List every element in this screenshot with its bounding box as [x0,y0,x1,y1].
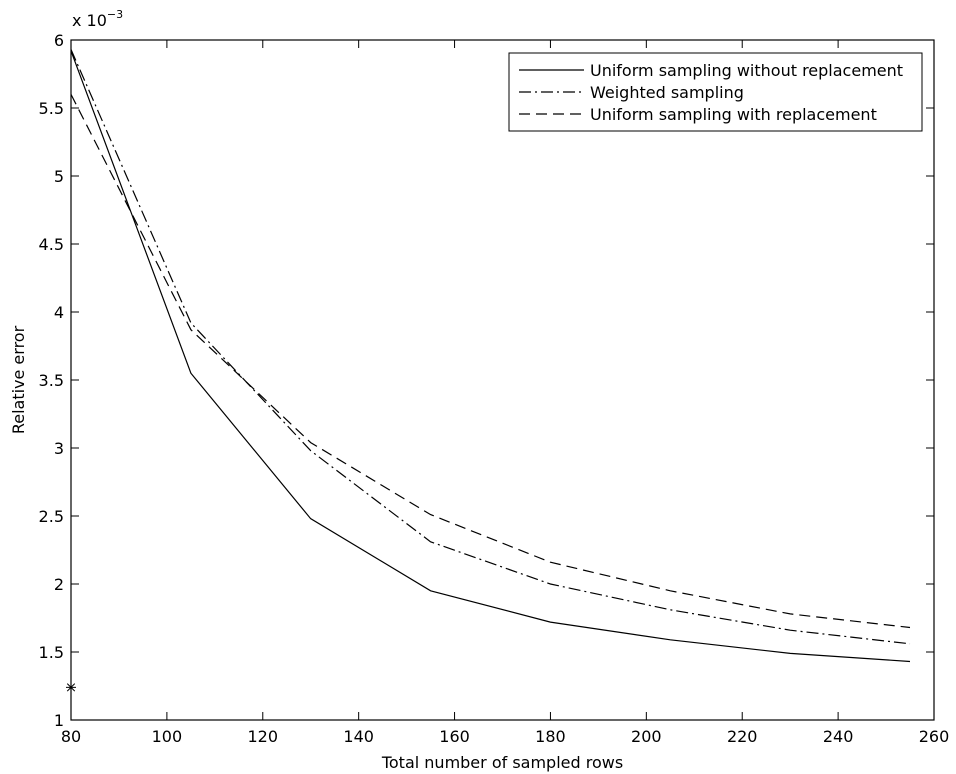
series-line-1 [70,50,911,663]
y-tick-label: 2.5 [39,507,64,526]
x-axis: 80 100 120 140 160 180 200 220 240 260 [61,40,949,746]
x-tick-label: 120 [248,727,279,746]
y-tick-label: 4.5 [39,235,64,254]
legend-items: Uniform sampling without replacement Weig… [519,61,903,124]
x-tick-label: 200 [631,727,662,746]
y-tick-label: 3.5 [39,371,64,390]
star-marker [66,682,76,693]
y-tick-label: 6 [54,31,64,50]
series-line-2 [70,49,911,645]
y-axis-scale-factor: x 10−3 [72,8,123,30]
plot-frame [70,39,935,721]
x-tick-label: 100 [152,727,183,746]
legend-label-1: Uniform sampling without replacement [590,61,903,80]
y-scale-exponent: −3 [107,8,123,21]
x-tick-label: 220 [727,727,758,746]
series-line-3 [70,94,911,629]
legend: Uniform sampling without replacement Weig… [508,52,923,132]
y-tick-label: 3 [54,439,64,458]
legend-label-3: Uniform sampling with replacement [590,105,877,124]
plot-lines [70,49,911,663]
y-axis: 1 1.5 2 2.5 3 3.5 4 4.5 5 5.5 6 [39,31,934,730]
legend-label-2: Weighted sampling [590,83,744,102]
y-tick-label: 1 [54,711,64,730]
y-tick-label: 1.5 [39,643,64,662]
x-axis-label: Total number of sampled rows [381,753,623,772]
x-tick-label: 260 [919,727,950,746]
y-tick-label: 5.5 [39,99,64,118]
y-tick-label: 2 [54,575,64,594]
y-tick-label: 4 [54,303,64,322]
x-tick-label: 140 [343,727,374,746]
x-tick-label: 180 [535,727,566,746]
y-tick-label: 5 [54,167,64,186]
x-tick-label: 80 [61,727,81,746]
y-scale-base: x 10 [72,11,107,30]
x-tick-label: 240 [823,727,854,746]
markers [66,682,76,693]
x-tick-label: 160 [439,727,470,746]
y-axis-label: Relative error [9,325,28,434]
legend-box [508,52,923,132]
